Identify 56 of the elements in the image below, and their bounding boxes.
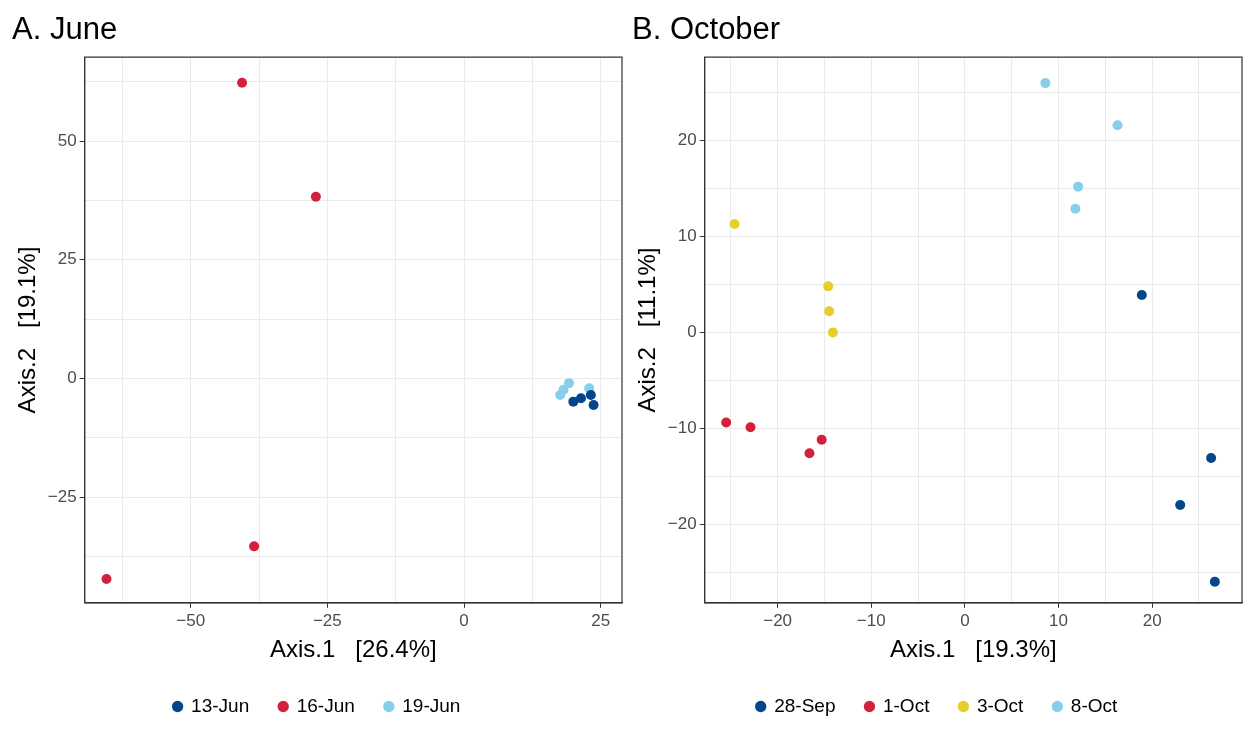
x-tick-label: 10	[1049, 610, 1068, 630]
point	[1112, 120, 1123, 131]
point	[101, 574, 112, 585]
y-tick-label: −20	[667, 513, 697, 533]
point	[721, 417, 732, 428]
legend-label: 19-Jun	[402, 694, 461, 716]
legend-label: 13-Jun	[191, 694, 250, 716]
legend-label: 1-Oct	[882, 694, 931, 716]
y-tick-label: −10	[667, 417, 697, 437]
point	[1175, 500, 1186, 510]
y-tick-label: 50	[57, 130, 77, 150]
y-tick-label: 0	[67, 368, 77, 388]
x-tick-label: −10	[856, 610, 886, 630]
point	[249, 541, 260, 552]
x-tick-label: 0	[459, 610, 469, 630]
point	[729, 219, 740, 230]
legend-label: 3-Oct	[976, 694, 1025, 716]
point	[588, 399, 599, 410]
x-tick-label: −25	[312, 610, 342, 630]
chart-title: B. October	[632, 11, 781, 47]
point	[1136, 290, 1147, 300]
point	[827, 327, 838, 338]
point	[237, 77, 248, 88]
legend-label: 8-Oct	[1070, 694, 1119, 716]
x-axis-title: Axis.1 [26.4%]	[269, 635, 437, 663]
x-tick-label: −20	[763, 610, 793, 630]
y-axis-title: Axis.2 [11.1%]	[633, 247, 661, 413]
point	[1070, 203, 1081, 214]
point	[804, 448, 815, 459]
legend-label: 28-Sep	[774, 694, 836, 716]
point	[823, 281, 834, 292]
legend-label: 16-Jun	[296, 694, 355, 716]
point	[824, 306, 835, 317]
x-axis-title: Axis.1 [19.3%]	[889, 635, 1057, 663]
point	[1040, 78, 1051, 89]
point	[310, 191, 321, 202]
x-tick-label: 25	[591, 610, 611, 630]
point	[1073, 181, 1084, 192]
x-tick-label: 20	[1142, 610, 1162, 630]
x-tick-label: 0	[960, 610, 970, 630]
point	[816, 434, 827, 445]
point	[563, 378, 574, 389]
y-tick-label: −25	[47, 486, 77, 506]
y-axis-title: Axis.2 [19.1%]	[13, 246, 41, 414]
y-tick-label: 10	[677, 226, 697, 246]
y-tick-label: 20	[677, 130, 697, 150]
chart-title: A. June	[12, 11, 118, 47]
y-tick-label: 0	[687, 322, 697, 342]
point	[576, 393, 586, 404]
x-tick-label: −50	[176, 610, 206, 630]
point	[1209, 576, 1220, 587]
point	[585, 390, 596, 400]
point	[558, 384, 569, 395]
y-tick-label: 25	[57, 249, 77, 269]
point	[1206, 453, 1217, 464]
point	[745, 422, 756, 433]
